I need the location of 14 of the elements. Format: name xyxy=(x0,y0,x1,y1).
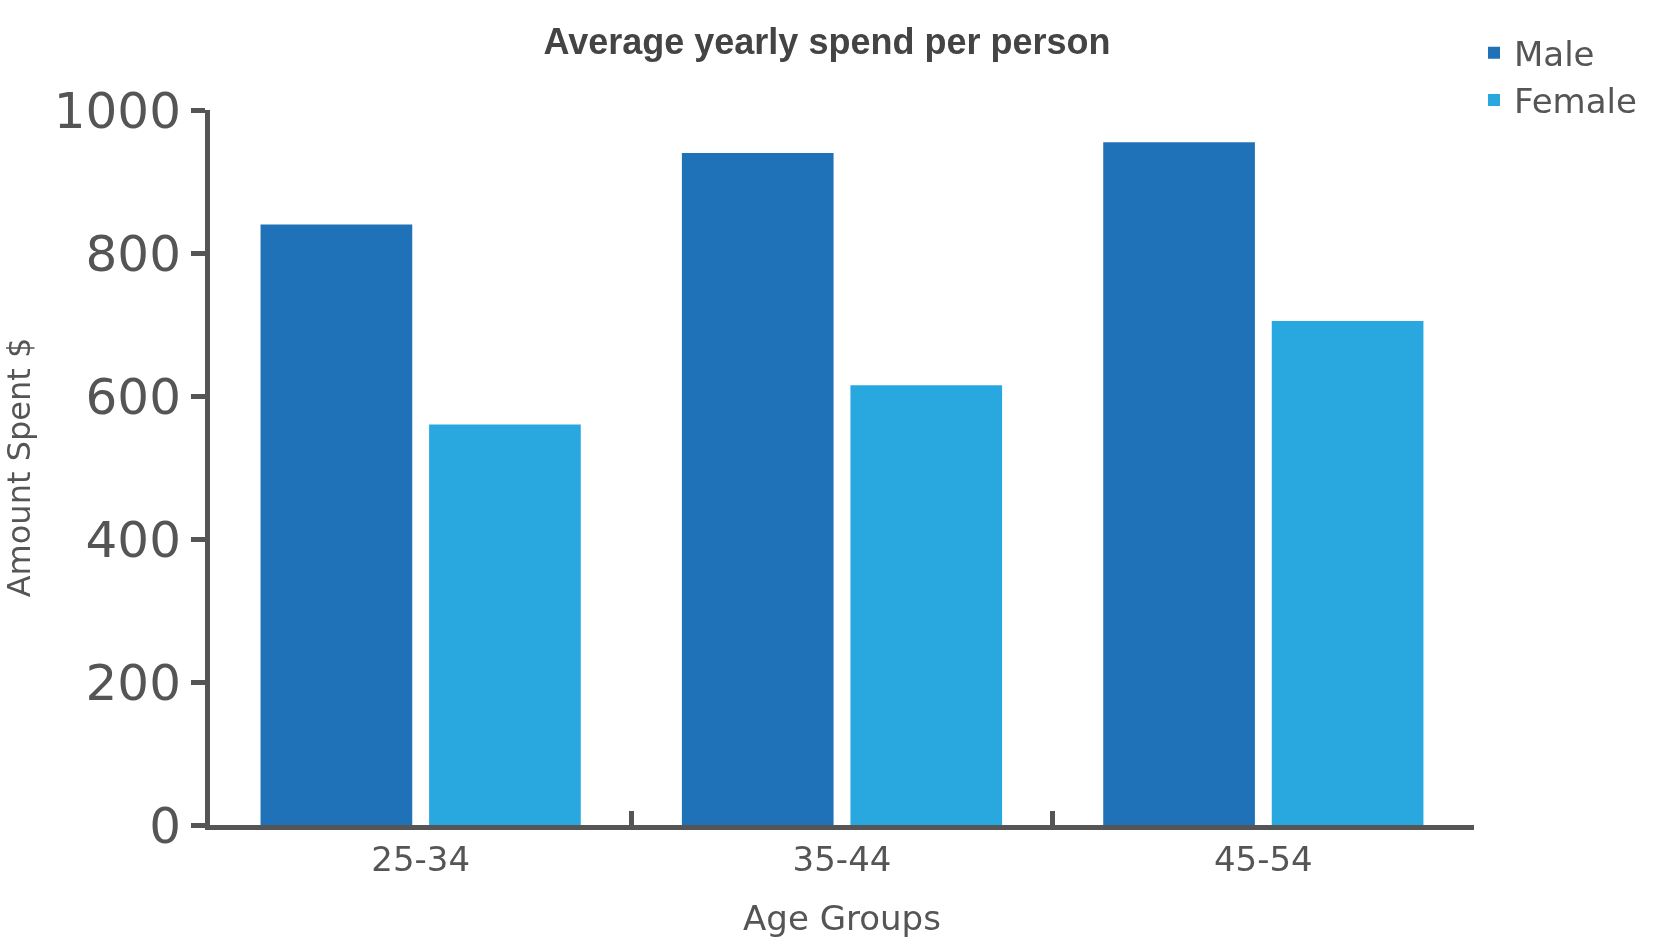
x-tick-label: 25-34 xyxy=(371,838,471,879)
legend-label: Female xyxy=(1514,81,1637,122)
x-tick-label: 35-44 xyxy=(792,838,892,879)
y-axis-title: Amount Spent $ xyxy=(0,337,38,598)
legend-label: Male xyxy=(1514,34,1595,75)
y-tick-label: 400 xyxy=(85,510,181,569)
chart-title: Average yearly spend per person xyxy=(543,20,1111,62)
y-tick-label: 200 xyxy=(85,653,181,712)
y-tick-label: 1000 xyxy=(53,81,181,140)
x-axis-title: Age Groups xyxy=(743,898,941,939)
y-tick-label: 600 xyxy=(85,367,181,426)
y-tick-label: 800 xyxy=(85,224,181,283)
x-tick-label: 45-54 xyxy=(1213,838,1313,879)
y-tick-label: 0 xyxy=(149,796,181,855)
